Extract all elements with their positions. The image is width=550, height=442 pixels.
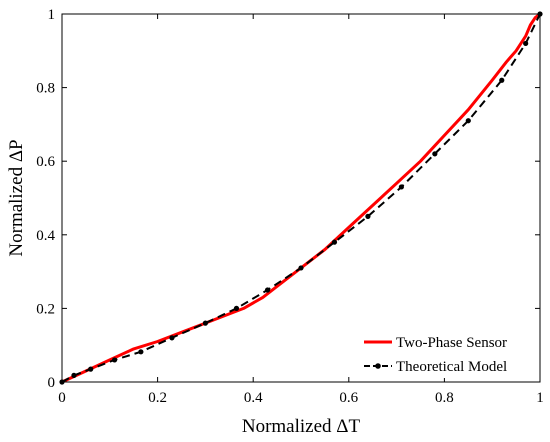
legend: Two-Phase Sensor Theoretical Model: [360, 330, 536, 378]
legend-label-theoretical-model: Theoretical Model: [396, 359, 507, 375]
x-axis-title: Normalized ΔT: [242, 416, 361, 437]
x-tick-label: 0.6: [339, 390, 358, 406]
data-point-theoretical-model: [398, 184, 404, 190]
x-tick-label: 1: [536, 390, 544, 406]
y-tick-label: 1: [48, 7, 56, 23]
x-tick-label: 0: [58, 390, 66, 406]
data-point-theoretical-model: [169, 335, 175, 341]
legend-box: [360, 330, 536, 378]
plot-area-frame: [61, 13, 541, 383]
series-line-theoretical-model: [61, 13, 541, 383]
ticks: 0 0.2 0.4 0.6 0.8 1 0 0.2 0.4 0.6 0.8 1: [36, 7, 544, 406]
data-point-theoretical-model: [465, 118, 471, 124]
y-tick-label: 0.8: [36, 81, 55, 97]
data-point-theoretical-model: [365, 213, 371, 219]
data-point-theoretical-model: [298, 265, 304, 271]
data-point-theoretical-model: [264, 287, 271, 293]
data-point-theoretical-model: [202, 320, 208, 326]
series-line-two-phase-sensor: [61, 12, 541, 384]
data-point-theoretical-model: [88, 366, 94, 372]
x-tick-label: 0.4: [244, 390, 263, 406]
data-point-theoretical-model: [111, 357, 118, 363]
data-point-theoretical-model: [71, 372, 77, 378]
data-point-theoretical-model: [499, 77, 505, 83]
y-tick-label: 0.4: [36, 228, 55, 244]
data-point-theoretical-model: [331, 239, 338, 245]
series: [59, 11, 543, 385]
x-tick-label: 0.2: [148, 390, 167, 406]
legend-label-two-phase-sensor: Two-Phase Sensor: [396, 335, 507, 351]
data-point-theoretical-model: [432, 151, 438, 157]
y-axis-title: Normalized ΔP: [6, 139, 27, 256]
x-tick-label: 0.8: [435, 390, 454, 406]
y-tick-label: 0.2: [36, 301, 55, 317]
y-tick-label: 0.6: [36, 154, 55, 170]
data-point-theoretical-model: [233, 305, 240, 311]
y-tick-label: 0: [48, 375, 56, 391]
data-point-theoretical-model: [138, 349, 144, 355]
data-point-theoretical-model: [523, 40, 529, 47]
legend-marker-theoretical-model: [375, 363, 381, 369]
